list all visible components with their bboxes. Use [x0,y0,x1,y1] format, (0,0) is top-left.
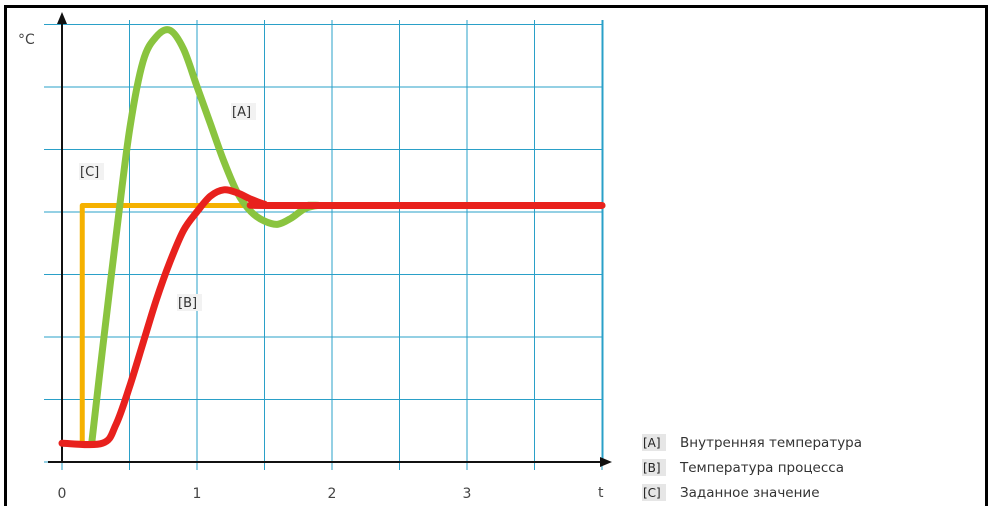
legend-key: [C] [643,486,661,500]
curve-label: [A] [232,105,251,120]
series-line [88,26,606,447]
curve-label: [C] [80,165,99,180]
legend-key-bg [642,459,666,476]
legend-key: [B] [643,461,661,475]
curve-label: [B] [178,296,197,311]
legend-entry: Внутренняя температура [680,435,862,451]
series-curves [58,26,606,449]
x-axis-label: t [598,485,604,501]
legend-entry: Температура процесса [679,460,844,476]
y-axis-arrow [57,12,67,24]
axes [48,12,612,467]
x-tick-label: 0 [58,486,67,502]
curve-label-bg [231,103,256,120]
legend-key-bg [642,434,666,451]
series-line [58,186,606,449]
chart-frame [4,5,988,506]
legend-entry: Заданное значение [680,485,820,501]
legend: [A] Внутренняя температура [B] Температура … [642,434,862,501]
curve-label-bg [79,163,104,180]
y-axis-label: °C [18,32,35,48]
curve-label-bg [177,294,202,311]
x-tick-label: 2 [328,486,337,502]
legend-key-bg [642,484,666,501]
x-tick-label: 3 [463,486,472,502]
x-axis-arrow [600,457,612,467]
legend-key: [A] [643,436,661,450]
x-tick-label: 1 [193,486,202,502]
x-tick-labels: 0 1 2 3 [58,486,472,502]
curve-labels: [A] [B] [C] [79,103,256,311]
